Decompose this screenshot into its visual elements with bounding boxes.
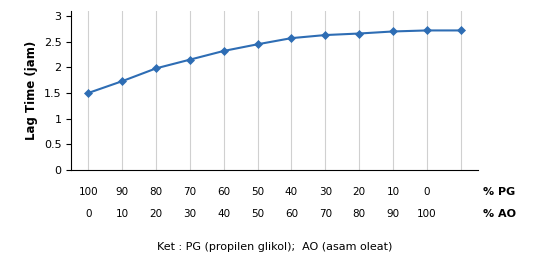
Text: 30: 30	[319, 187, 332, 197]
Text: 60: 60	[217, 187, 230, 197]
Text: 100: 100	[79, 187, 98, 197]
Text: 90: 90	[386, 209, 400, 219]
Text: 30: 30	[183, 209, 197, 219]
Text: 80: 80	[149, 187, 163, 197]
Text: 10: 10	[116, 209, 128, 219]
Text: 90: 90	[116, 187, 128, 197]
Text: 70: 70	[183, 187, 197, 197]
Text: 80: 80	[352, 209, 366, 219]
Text: 10: 10	[386, 187, 400, 197]
Text: 0: 0	[85, 209, 92, 219]
Text: 60: 60	[285, 209, 298, 219]
Text: 50: 50	[251, 187, 264, 197]
Text: % PG: % PG	[483, 187, 516, 197]
Text: 20: 20	[352, 187, 366, 197]
Text: 40: 40	[217, 209, 230, 219]
Text: 100: 100	[417, 209, 436, 219]
Y-axis label: Lag Time (jam): Lag Time (jam)	[25, 41, 38, 140]
Text: 0: 0	[424, 187, 430, 197]
Text: 50: 50	[251, 209, 264, 219]
Text: 70: 70	[319, 209, 332, 219]
Text: 20: 20	[149, 209, 163, 219]
Text: % AO: % AO	[483, 209, 516, 219]
Text: 40: 40	[285, 187, 298, 197]
Text: Ket : PG (propilen glikol);  AO (asam oleat): Ket : PG (propilen glikol); AO (asam ole…	[157, 242, 392, 252]
